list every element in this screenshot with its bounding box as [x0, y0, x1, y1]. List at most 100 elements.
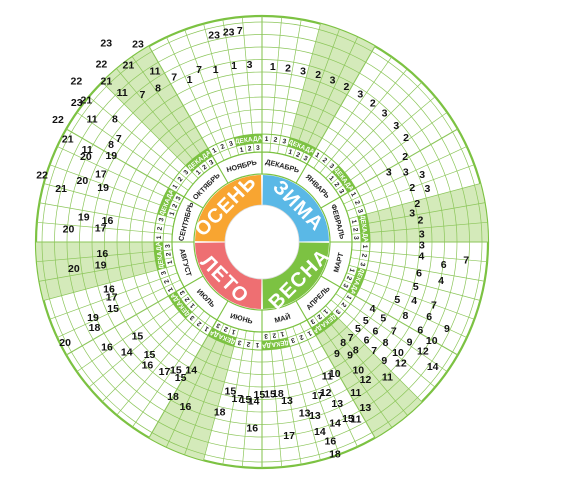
cell-number: 15 — [107, 303, 119, 315]
grid-spoke — [344, 311, 436, 388]
decade-number: 1 — [203, 324, 210, 332]
grid-spoke — [368, 202, 485, 224]
decade-number: 2 — [196, 319, 203, 327]
season-segment — [195, 175, 262, 242]
cell-number: 7 — [196, 64, 202, 76]
cell-number: 8 — [353, 345, 359, 357]
decade-number: 1 — [350, 219, 358, 224]
cell-number: 14 — [121, 346, 133, 358]
grid-spoke — [363, 164, 475, 206]
decade-label: ДЕКАДА — [155, 241, 166, 269]
cell-number: 2 — [409, 182, 415, 194]
decade-number: 3 — [237, 338, 242, 346]
grid-spoke — [323, 56, 392, 154]
cell-number: 14 — [185, 364, 197, 376]
cell-number: 19 — [87, 312, 99, 324]
cell-number: 4 — [438, 275, 444, 287]
cell-number: 7 — [431, 299, 437, 311]
grid-spoke — [315, 46, 376, 149]
decade-label-band — [262, 337, 290, 350]
grid-spoke — [148, 335, 209, 438]
decade-number: 1 — [361, 244, 368, 248]
grid-spoke — [369, 221, 488, 233]
decade-number: 3 — [256, 145, 260, 152]
cell-number: 18 — [167, 391, 179, 403]
cell-number: 3 — [419, 169, 425, 181]
decade-number: 3 — [189, 314, 197, 322]
cell-number: 14 — [427, 361, 439, 373]
cell-number: 2 — [403, 132, 409, 144]
cell-number: 11 — [87, 113, 98, 125]
grid-spoke — [66, 128, 169, 189]
grid-spoke — [88, 311, 180, 388]
cell-number: 1 — [231, 60, 237, 72]
cell-number: 17 — [106, 292, 118, 304]
cell-number: 15 — [254, 389, 266, 401]
decade-number: 1 — [156, 235, 163, 239]
grid-spoke — [350, 112, 448, 181]
decade-number: 3 — [334, 308, 342, 316]
cell-number: 3 — [247, 59, 253, 71]
cell-number: 17 — [283, 430, 295, 442]
cell-number: 21 — [55, 183, 67, 195]
decade-number: 1 — [169, 211, 177, 217]
decade-label-band — [168, 291, 192, 319]
cell-number: 19 — [95, 259, 107, 271]
grid-spoke — [366, 183, 481, 215]
grid-spoke — [241, 16, 253, 135]
cell-number: 16 — [180, 401, 192, 413]
grid-spoke — [116, 68, 193, 160]
cell-number: 17 — [159, 366, 171, 378]
cell-number: 8 — [108, 139, 114, 151]
decade-number: 3 — [158, 217, 166, 222]
cell-number: 21 — [62, 134, 74, 146]
cell-number: 20 — [77, 175, 89, 187]
cell-number: 21 — [123, 60, 135, 72]
grid-spoke — [76, 112, 174, 181]
cell-number: 22 — [70, 75, 82, 87]
cell-number: 15 — [132, 331, 144, 343]
grid-spoke — [132, 56, 201, 154]
decade-number: 2 — [157, 226, 164, 231]
cell-number: 2 — [402, 151, 408, 163]
cell-number: 11 — [117, 87, 128, 99]
cell-number: 6 — [426, 311, 432, 323]
grid-spoke — [101, 318, 186, 403]
cell-number: 23 — [132, 38, 144, 50]
cell-number: 12 — [360, 374, 372, 386]
decade-number: 1 — [239, 147, 244, 155]
grid-spoke — [43, 183, 158, 215]
grid-spoke — [36, 251, 155, 263]
decade-number: 2 — [163, 278, 171, 284]
cell-number: 12 — [417, 345, 429, 357]
decade-label-band — [157, 188, 177, 217]
decade-number: 2 — [177, 176, 185, 183]
grid-spoke — [280, 348, 302, 465]
decade-number: 3 — [165, 244, 172, 248]
cell-number: 2 — [418, 215, 424, 227]
grid-spoke — [132, 330, 201, 428]
decade-number: 2 — [345, 275, 353, 281]
cell-number: 1 — [213, 64, 219, 76]
cell-number: 17 — [95, 223, 107, 235]
cell-number: 7 — [171, 72, 177, 84]
cell-number: 17 — [231, 393, 243, 405]
grid-spoke — [331, 68, 408, 160]
cell-number: 10 — [352, 365, 364, 377]
grid-spoke — [57, 287, 165, 338]
cell-number: 15 — [264, 389, 276, 401]
cell-number: 13 — [299, 408, 311, 420]
decade-number: 2 — [360, 253, 367, 258]
cell-number: 18 — [272, 388, 284, 400]
cell-number: 8 — [340, 337, 346, 349]
decade-number: 3 — [302, 155, 309, 163]
grid-spoke — [289, 346, 321, 461]
grid-spoke — [49, 278, 161, 320]
decade-number: 1 — [327, 175, 335, 183]
cell-number: 14 — [314, 426, 326, 438]
season-segment — [262, 242, 329, 309]
grid-spoke — [222, 348, 244, 465]
decade-number: 1 — [195, 169, 203, 177]
